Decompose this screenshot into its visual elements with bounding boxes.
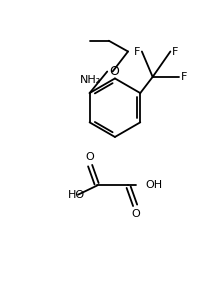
Text: HO: HO <box>68 190 85 200</box>
Text: F: F <box>180 72 187 82</box>
Text: O: O <box>131 209 140 219</box>
Text: O: O <box>109 65 119 78</box>
Text: OH: OH <box>145 181 162 190</box>
Text: O: O <box>85 152 94 162</box>
Text: F: F <box>134 46 140 56</box>
Text: F: F <box>172 46 178 56</box>
Text: NH₂: NH₂ <box>80 75 102 85</box>
